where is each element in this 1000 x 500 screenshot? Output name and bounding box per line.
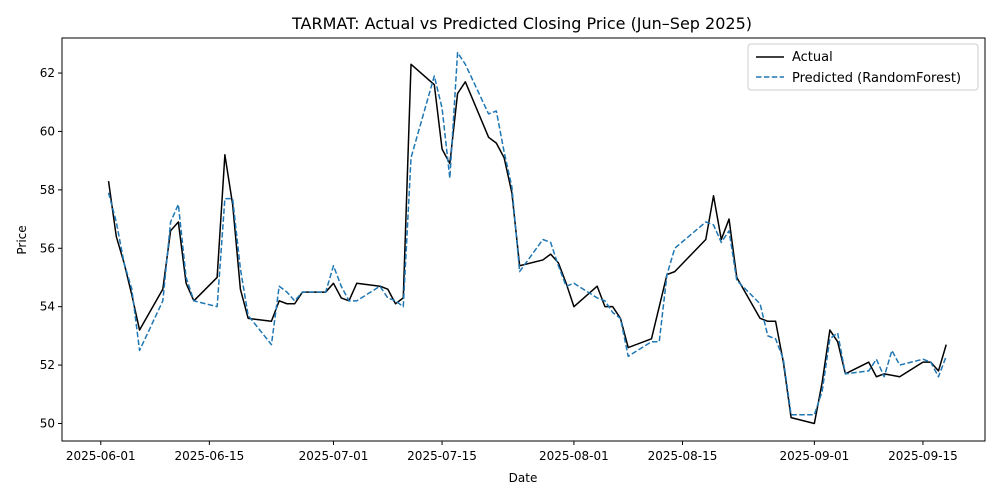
y-axis: 50 52 54 56 58 60 62 — [40, 66, 62, 430]
series-line-predicted — [107, 51, 947, 416]
x-tick-label: 2025-09-01 — [779, 449, 849, 463]
legend-box — [747, 43, 979, 91]
y-tick-label: 62 — [40, 66, 55, 80]
x-tick-label: 2025-07-15 — [407, 449, 477, 463]
x-tick-label: 2025-08-01 — [539, 449, 609, 463]
y-tick-label: 60 — [40, 124, 55, 138]
y-tick-label: 58 — [40, 183, 55, 197]
y-tick-label: 52 — [40, 358, 55, 372]
plot-frame — [61, 37, 986, 442]
legend-label-predicted: Predicted (RandomForest) — [792, 71, 961, 86]
x-axis-title: Date — [509, 471, 538, 485]
x-tick-label: 2025-07-01 — [299, 449, 369, 463]
x-tick-label: 2025-09-15 — [888, 449, 958, 463]
x-tick-label: 2025-06-15 — [174, 449, 244, 463]
x-tick-label: 2025-06-01 — [66, 449, 136, 463]
x-tick-label: 2025-08-15 — [648, 449, 718, 463]
chart-title: TARMAT: Actual vs Predicted Closing Pric… — [291, 14, 752, 33]
y-tick-label: 54 — [40, 300, 55, 314]
y-axis-title: Price — [15, 225, 29, 254]
x-axis: 2025-06-01 2025-06-15 2025-07-01 2025-07-15… — [66, 441, 958, 463]
series-layer — [107, 51, 947, 425]
y-tick-label: 56 — [40, 241, 55, 255]
legend-label-actual: Actual — [792, 50, 833, 65]
series-line-actual — [107, 63, 947, 425]
y-tick-label: 50 — [40, 416, 55, 430]
legend: Actual Predicted (RandomForest) — [747, 43, 979, 91]
